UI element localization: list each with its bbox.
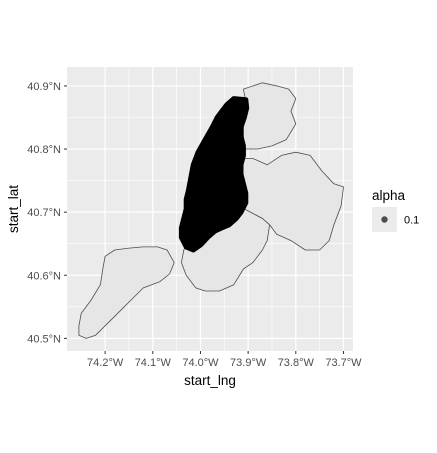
x-tick-label: 73.8°W	[278, 357, 315, 369]
y-tick-label: 40.6°N	[27, 270, 61, 282]
y-axis: 40.5°N 40.6°N 40.7°N 40.8°N 40.9°N	[27, 81, 67, 345]
x-axis: 74.2°W 74.1°W 74.0°W 73.9°W 73.8°W 73.7°W	[87, 351, 362, 369]
y-tick-label: 40.7°N	[27, 207, 61, 219]
y-tick-label: 40.5°N	[27, 333, 61, 345]
x-tick-label: 74.0°W	[182, 357, 219, 369]
legend-label: 0.1	[404, 215, 419, 227]
x-axis-title: start_lng	[184, 373, 236, 388]
y-tick-label: 40.9°N	[27, 81, 61, 93]
x-tick-label: 74.1°W	[135, 357, 172, 369]
x-tick-label: 73.7°W	[325, 357, 362, 369]
map-region-staten-island	[78, 246, 175, 339]
y-axis-title: start_lat	[6, 185, 21, 233]
x-tick-label: 73.9°W	[230, 357, 267, 369]
legend-key-point	[381, 216, 388, 223]
y-tick-label: 40.8°N	[27, 144, 61, 156]
point-cluster	[178, 96, 250, 253]
x-tick-label: 74.2°W	[87, 357, 124, 369]
legend-title: alpha	[372, 188, 406, 203]
points-layer	[178, 96, 250, 253]
legend: alpha 0.1	[372, 188, 419, 232]
